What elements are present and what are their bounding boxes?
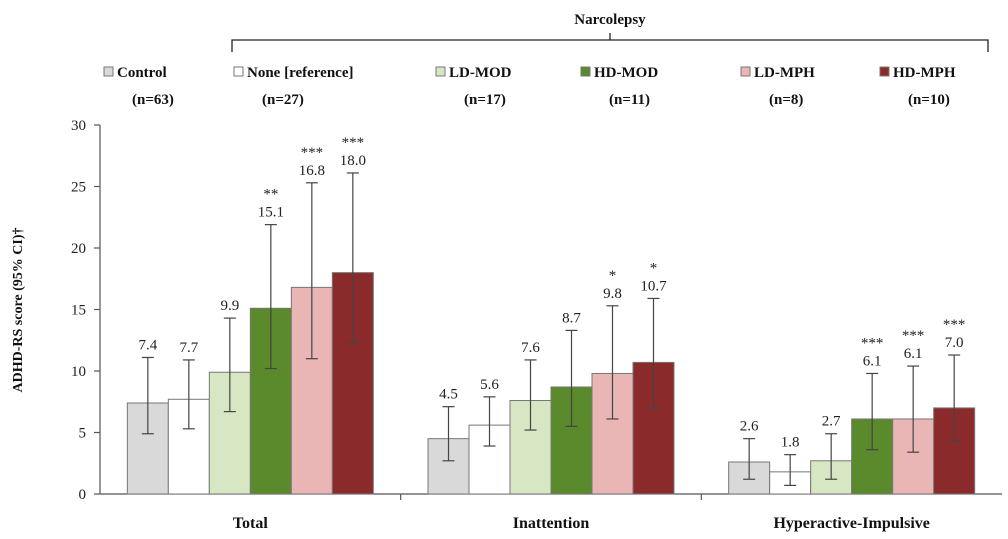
legend-n-label: (n=10) xyxy=(908,92,950,108)
plot-area: 7.4 7.79.915.1**16.8***18.0***Total4.55.6… xyxy=(126,135,976,532)
data-label: 9.9 xyxy=(220,298,239,314)
bar xyxy=(933,407,976,495)
legend-n-label: (n=63) xyxy=(132,92,174,108)
data-label: 9.8 xyxy=(603,286,622,302)
data-label: 6.1 xyxy=(863,353,882,369)
category-label: Hyperactive-Impulsive xyxy=(773,515,929,532)
y-tick-label: 10 xyxy=(71,364,86,380)
significance-marker: ** xyxy=(263,187,278,203)
data-label: 15.1 xyxy=(258,205,284,221)
data-label: 4.5 xyxy=(439,387,458,403)
y-tick-label: 20 xyxy=(71,241,86,257)
data-label: 7.0 xyxy=(945,335,964,351)
data-label: 18.0 xyxy=(340,153,366,169)
legend-label: None [reference] xyxy=(247,65,353,81)
legend-swatch xyxy=(879,66,890,77)
data-label: 7.4 xyxy=(138,337,157,353)
y-tick-label: 5 xyxy=(79,426,87,442)
y-tick-label: 15 xyxy=(71,303,86,319)
legend-n-label: (n=11) xyxy=(609,92,650,108)
significance-marker: *** xyxy=(861,335,884,351)
data-label: 1.8 xyxy=(781,435,800,451)
legend-n-label: (n=8) xyxy=(769,92,803,108)
legend-label: LD-MOD xyxy=(449,65,512,81)
y-tick-label: 0 xyxy=(79,487,87,503)
data-label: 16.8 xyxy=(299,163,325,179)
data-label: 6.1 xyxy=(904,346,923,362)
legend-swatch xyxy=(740,66,751,77)
legend: Control (n=63) None [reference] (n=27) LD-MO… xyxy=(103,65,956,108)
legend-label: HD-MOD xyxy=(594,65,658,81)
legend-swatch xyxy=(580,66,591,77)
bracket-line xyxy=(231,39,989,52)
legend-n-label: (n=27) xyxy=(262,92,304,108)
data-label: 7.7 xyxy=(179,340,198,356)
category-label: Inattention xyxy=(513,515,590,532)
significance-marker: *** xyxy=(301,145,324,161)
y-axis-label: ADHD-RS score (95% CI)† xyxy=(11,228,26,393)
category-label: Total xyxy=(233,515,269,532)
legend-label: HD-MPH xyxy=(893,65,956,81)
data-label: 10.7 xyxy=(640,278,667,294)
significance-marker: * xyxy=(609,268,617,284)
data-label: 2.6 xyxy=(740,419,759,435)
bracket-label: Narcolepsy xyxy=(574,12,646,28)
legend-n-label: (n=17) xyxy=(464,92,506,108)
legend-label: Control xyxy=(117,65,167,81)
legend-swatch xyxy=(435,66,446,77)
narcolepsy-bracket: Narcolepsy xyxy=(231,12,989,52)
data-label: 7.6 xyxy=(521,340,540,356)
data-label: 5.6 xyxy=(480,377,499,393)
legend-swatch xyxy=(103,66,114,77)
significance-marker: *** xyxy=(902,328,925,344)
legend-label: LD-MPH xyxy=(754,65,815,81)
data-label: 8.7 xyxy=(562,310,581,326)
y-tick-label: 30 xyxy=(71,118,86,134)
data-label: 2.7 xyxy=(822,414,841,430)
significance-marker: * xyxy=(650,260,658,276)
y-tick-label: 25 xyxy=(71,180,86,196)
significance-marker: *** xyxy=(943,317,966,333)
significance-marker: *** xyxy=(342,135,365,151)
legend-swatch xyxy=(233,66,244,77)
